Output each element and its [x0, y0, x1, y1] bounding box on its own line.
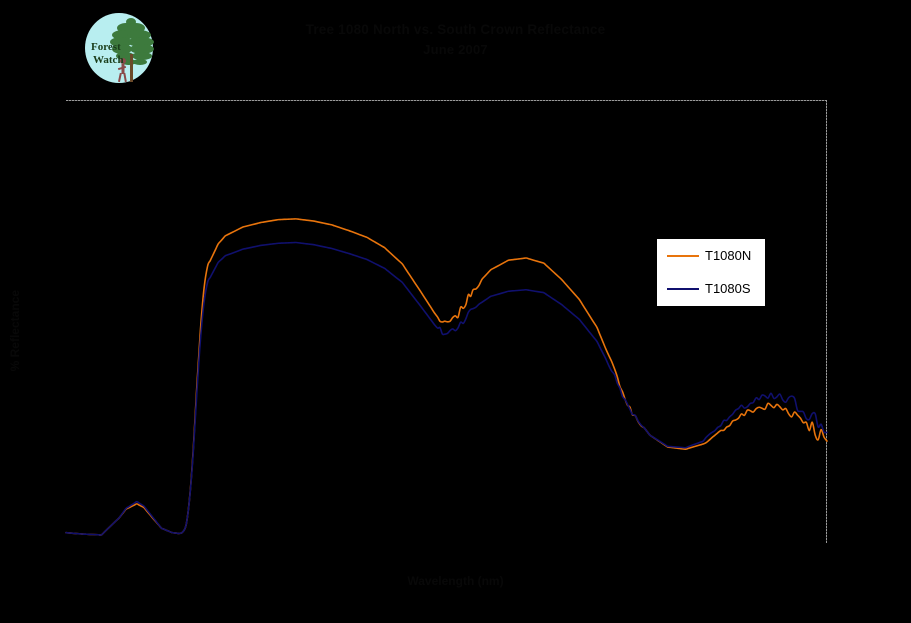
legend-label-1: T1080S: [705, 281, 751, 296]
spectral-curves: [65, 218, 828, 536]
legend-entry-1[interactable]: T1080S: [657, 278, 767, 300]
y-axis-label: % Reflectance: [8, 290, 22, 372]
logo-text-forest: Forest: [91, 41, 121, 53]
axis-top-line: [66, 100, 827, 101]
forest-watch-logo: Forest Watch: [82, 12, 156, 84]
legend-entry-0[interactable]: T1080N: [657, 245, 767, 267]
chart-legend[interactable]: T1080N T1080S: [656, 238, 766, 307]
series-group: [65, 218, 828, 536]
legend-swatch-0: [667, 255, 699, 257]
plot-area: [65, 100, 828, 543]
x-axis-label: Wavelength (nm): [407, 574, 504, 588]
legend-label-0: T1080N: [705, 248, 752, 263]
series-line-T1080S: [65, 241, 828, 536]
forest-watch-logo-graphic: Forest Watch: [85, 13, 154, 83]
axis-right-line: [826, 100, 827, 543]
logo-text-watch: Watch: [93, 54, 124, 66]
legend-swatch-1: [667, 288, 699, 290]
